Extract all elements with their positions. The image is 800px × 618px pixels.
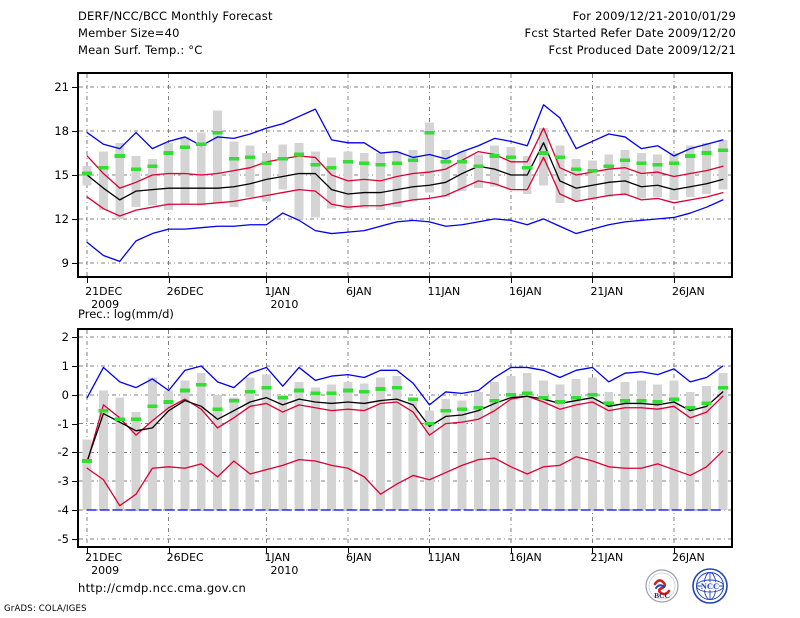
x-tick-label: 21DEC [85, 285, 123, 298]
y-tick-mark [72, 262, 77, 264]
y-tick-label: -3 [57, 474, 69, 489]
temperature-plot-frame [77, 72, 733, 278]
header: DERF/NCC/BCC Monthly Forecast Member Siz… [0, 0, 800, 62]
x-tick-mark [347, 278, 349, 283]
x-tick-label: 26JAN [671, 285, 705, 298]
y-tick-mark [72, 175, 77, 176]
x-tick-label: 6JAN [345, 551, 372, 564]
y-tick-mark [72, 452, 77, 454]
x-tick-label: 1JAN [264, 285, 291, 298]
temperature-chart: 9 12 15 18 21 21DEC 2009 26DEC 1JAN 2010 6JAN 11JA… [54, 72, 733, 311]
x-tick-year-label: 2010 [270, 298, 299, 311]
x-tick-label: 21JAN [590, 551, 624, 564]
y-tick-label: 9 [61, 255, 69, 270]
precipitation-chart: Prec.: log(mm/d) -5 -4 -3 -2 -1 0 1 2 21DEC 2009… [57, 307, 733, 577]
svg-text:NCC: NCC [701, 581, 719, 591]
forecast-produced-date: Fcst Produced Date 2009/12/21 [548, 43, 736, 57]
svg-text:BCC: BCC [654, 591, 670, 600]
bcc-logo-icon: BCC [645, 569, 679, 603]
x-tick-mark [347, 548, 349, 553]
y-tick-mark [72, 538, 77, 540]
y-tick-label: 12 [54, 211, 69, 226]
header-left-block: DERF/NCC/BCC Monthly Forecast Member Siz… [78, 8, 273, 59]
x-tick-mark [87, 548, 89, 553]
x-tick-mark [429, 278, 431, 283]
y-tick-label: -4 [57, 503, 69, 517]
x-tick-mark [87, 278, 89, 283]
x-tick-mark [673, 278, 675, 283]
y-tick-mark [72, 394, 77, 396]
x-tick-label: 11JAN [427, 285, 461, 298]
y-tick-mark [72, 423, 77, 425]
y-tick-label: 18 [54, 124, 69, 139]
x-tick-year-label: 2009 [91, 298, 120, 311]
y-tick-mark [72, 510, 77, 511]
x-tick-label: 26DEC [166, 285, 204, 298]
x-tick-year-label: 2010 [270, 564, 299, 577]
precipitation-axis-title: Prec.: log(mm/d) [78, 307, 174, 321]
x-tick-label: 1JAN [264, 551, 291, 564]
x-tick-mark [510, 548, 512, 553]
x-tick-label: 26JAN [671, 551, 705, 564]
x-tick-mark [592, 548, 594, 553]
logos-svg: BCC NCC [645, 568, 728, 604]
y-tick-mark [72, 218, 77, 220]
x-tick-mark [592, 278, 594, 283]
x-tick-mark [673, 548, 675, 553]
variable-label: Mean Surf. Temp.: °C [78, 43, 203, 57]
x-tick-label: 21DEC [85, 551, 123, 564]
y-tick-label: 2 [61, 330, 69, 345]
x-tick-label: 16JAN [508, 551, 542, 564]
temperature-plot-area [79, 74, 731, 276]
grads-credit: GrADS: COLA/IGES [4, 604, 87, 614]
x-tick-label: 21JAN [590, 285, 624, 298]
y-tick-mark [72, 87, 77, 89]
y-tick-mark [72, 337, 77, 339]
page-title: DERF/NCC/BCC Monthly Forecast [78, 9, 273, 23]
y-tick-mark [72, 481, 77, 483]
y-tick-label: 0 [61, 387, 69, 402]
cmdp-url[interactable]: http://cmdp.ncc.cma.gov.cn [78, 581, 247, 595]
x-tick-label: 6JAN [345, 285, 372, 298]
x-tick-mark [266, 548, 268, 553]
y-tick-label: -2 [57, 445, 69, 460]
member-size: Member Size=40 [78, 26, 180, 40]
x-tick-mark [168, 548, 170, 553]
x-tick-mark [429, 548, 431, 553]
ncc-logo-icon: NCC [692, 568, 728, 604]
y-tick-label: -1 [57, 416, 69, 431]
forecast-period: For 2009/12/21-2010/01/29 [572, 9, 736, 23]
x-tick-mark [510, 278, 512, 283]
x-tick-mark [266, 278, 268, 283]
y-tick-label: 21 [54, 80, 69, 95]
y-tick-label: -5 [57, 531, 69, 546]
x-tick-label: 26DEC [166, 551, 204, 564]
x-tick-label: 16JAN [508, 285, 542, 298]
x-tick-mark [168, 278, 170, 283]
x-tick-year-label: 2009 [91, 564, 120, 577]
y-tick-mark [72, 131, 77, 133]
y-tick-mark [72, 366, 77, 367]
y-tick-label: 1 [61, 359, 69, 373]
logo-group: BCC NCC [640, 568, 750, 608]
x-tick-label: 11JAN [427, 551, 461, 564]
y-tick-label: 15 [54, 168, 69, 182]
precipitation-plot-frame [77, 328, 733, 548]
precipitation-plot-area [79, 330, 731, 546]
header-right-block: For 2009/12/21-2010/01/29 Fcst Started R… [525, 8, 737, 59]
forecast-started-date: Fcst Started Refer Date 2009/12/20 [524, 26, 736, 40]
